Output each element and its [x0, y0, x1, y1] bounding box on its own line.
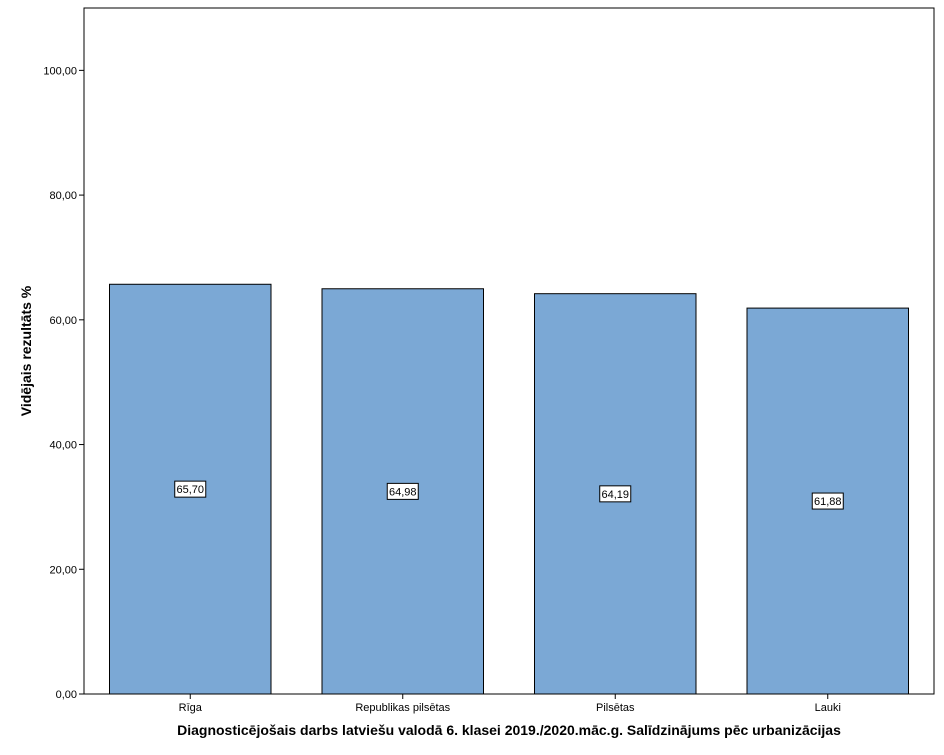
- x-tick-label: Pilsētas: [596, 702, 635, 714]
- y-axis-title: Vidējais rezultāts %: [18, 285, 34, 416]
- data-label-box: [174, 480, 207, 498]
- x-tick-label: Lauki: [815, 702, 841, 714]
- x-axis-title: Diagnosticējošais darbs latviešu valodā …: [177, 722, 841, 738]
- data-label-box: [811, 492, 844, 510]
- y-tick-label: 60,00: [49, 315, 77, 327]
- data-label: 61,88: [814, 496, 842, 508]
- data-label-box: [386, 482, 419, 500]
- y-tick-label: 0,00: [56, 689, 77, 701]
- y-tick-label: 20,00: [49, 564, 77, 576]
- x-tick-label: Republikas pilsētas: [355, 702, 450, 714]
- y-axis: 0,00 20,00 40,00 60,00 80,00 100,00: [43, 65, 84, 701]
- y-tick-label: 100,00: [43, 65, 77, 77]
- data-label: 64,19: [601, 489, 629, 501]
- bars: 65,70 64,98 64,19 61,88: [109, 283, 909, 695]
- data-label-box: [599, 485, 632, 503]
- y-tick-label: 80,00: [49, 190, 77, 202]
- x-axis: Rīga Republikas pilsētas Pilsētas Lauki: [179, 694, 841, 714]
- x-tick-label: Rīga: [179, 702, 203, 714]
- data-label: 64,98: [389, 486, 417, 498]
- y-tick-label: 40,00: [49, 440, 77, 452]
- data-label: 65,70: [176, 484, 204, 496]
